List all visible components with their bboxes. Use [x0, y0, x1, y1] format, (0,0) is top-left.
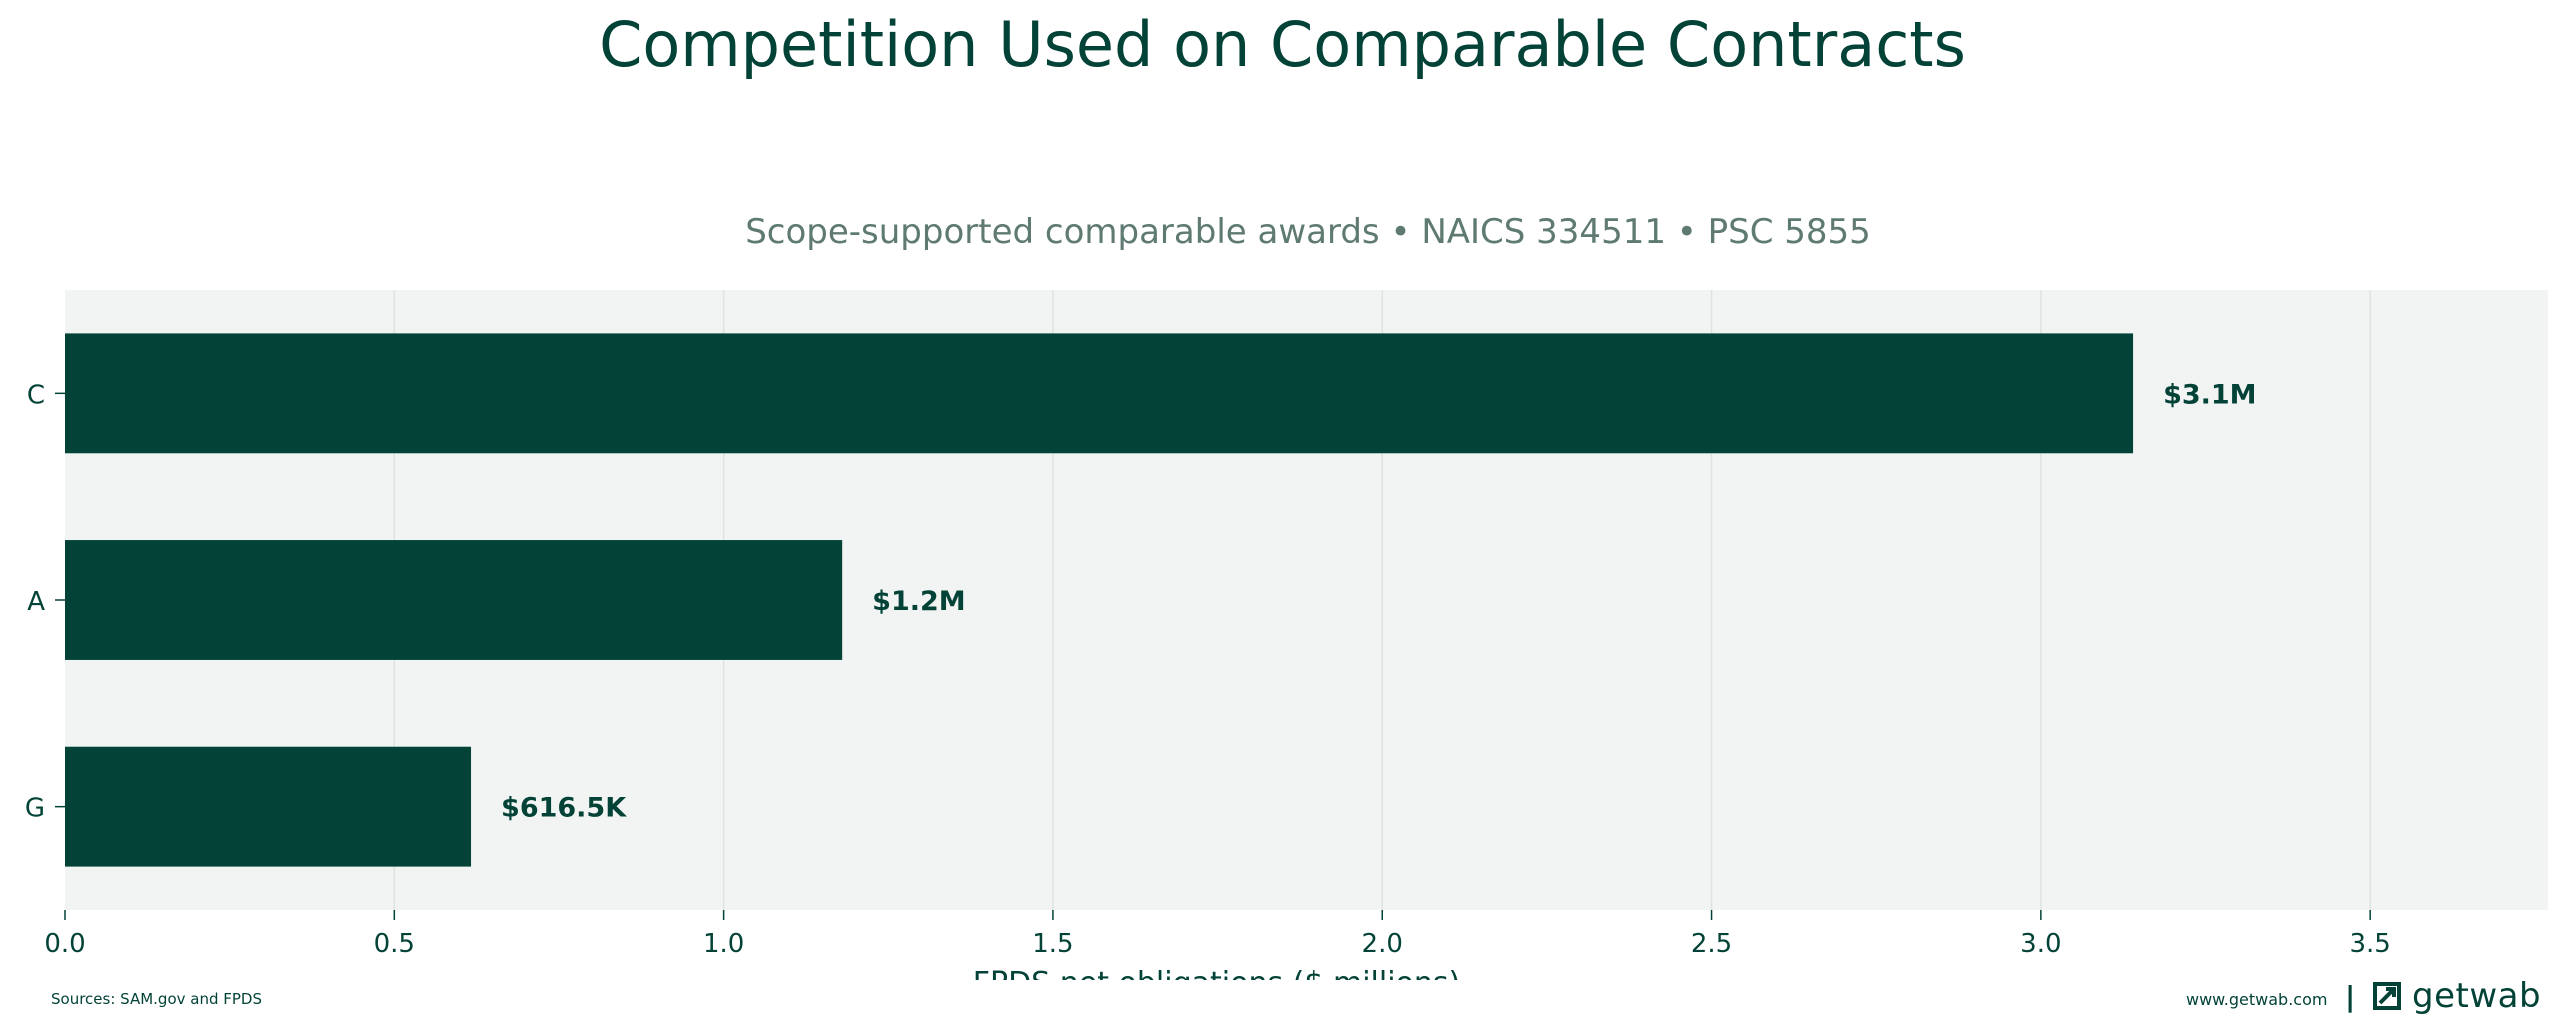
x-tick-label: 1.5: [1032, 929, 1073, 959]
bar: [65, 333, 2134, 454]
brand-name: getwab: [2412, 976, 2542, 1016]
bar-value-label: $616.5K: [501, 793, 627, 824]
x-tick-label: 3.0: [2020, 929, 2061, 959]
bar-chart: 0.0 0.5 1.0 1.5 2.0 2.5 3.0 3.5 $3.1M C $1.2M A $616…: [25, 290, 2548, 980]
y-tick-label: A: [27, 587, 45, 617]
x-tick-label: 2.0: [1362, 929, 1403, 959]
sources-note: Sources: SAM.gov and FPDS: [51, 990, 263, 1008]
brand-logo: getwab: [2372, 976, 2541, 1016]
bar: [65, 746, 472, 867]
bar: [65, 540, 843, 660]
chart-subtitle: Scope-supported comparable awards • NAIC…: [745, 212, 1871, 252]
x-tick-label: 0.0: [44, 929, 85, 959]
getwab-logo-icon: [2373, 982, 2401, 1010]
site-url: www.getwab.com: [2186, 990, 2328, 1009]
y-tick-label: G: [25, 794, 45, 824]
x-tick-label: 0.5: [374, 929, 415, 959]
x-tick-label: 2.5: [1691, 929, 1732, 959]
x-tick-label: 3.5: [2349, 929, 2390, 959]
plot-area: 0.0 0.5 1.0 1.5 2.0 2.5 3.0 3.5 $3.1M C $1.2M A $616…: [25, 290, 2548, 980]
x-axis-label: FPDS net obligations ($ millions): [973, 966, 1461, 980]
footer-separator: |: [2345, 980, 2356, 1013]
x-tick-label: 1.0: [703, 929, 744, 959]
bar-value-label: $3.1M: [2163, 379, 2257, 410]
bar-value-label: $1.2M: [872, 586, 966, 617]
y-tick-label: C: [27, 380, 45, 410]
chart-title: Competition Used on Comparable Contracts: [599, 8, 1966, 81]
